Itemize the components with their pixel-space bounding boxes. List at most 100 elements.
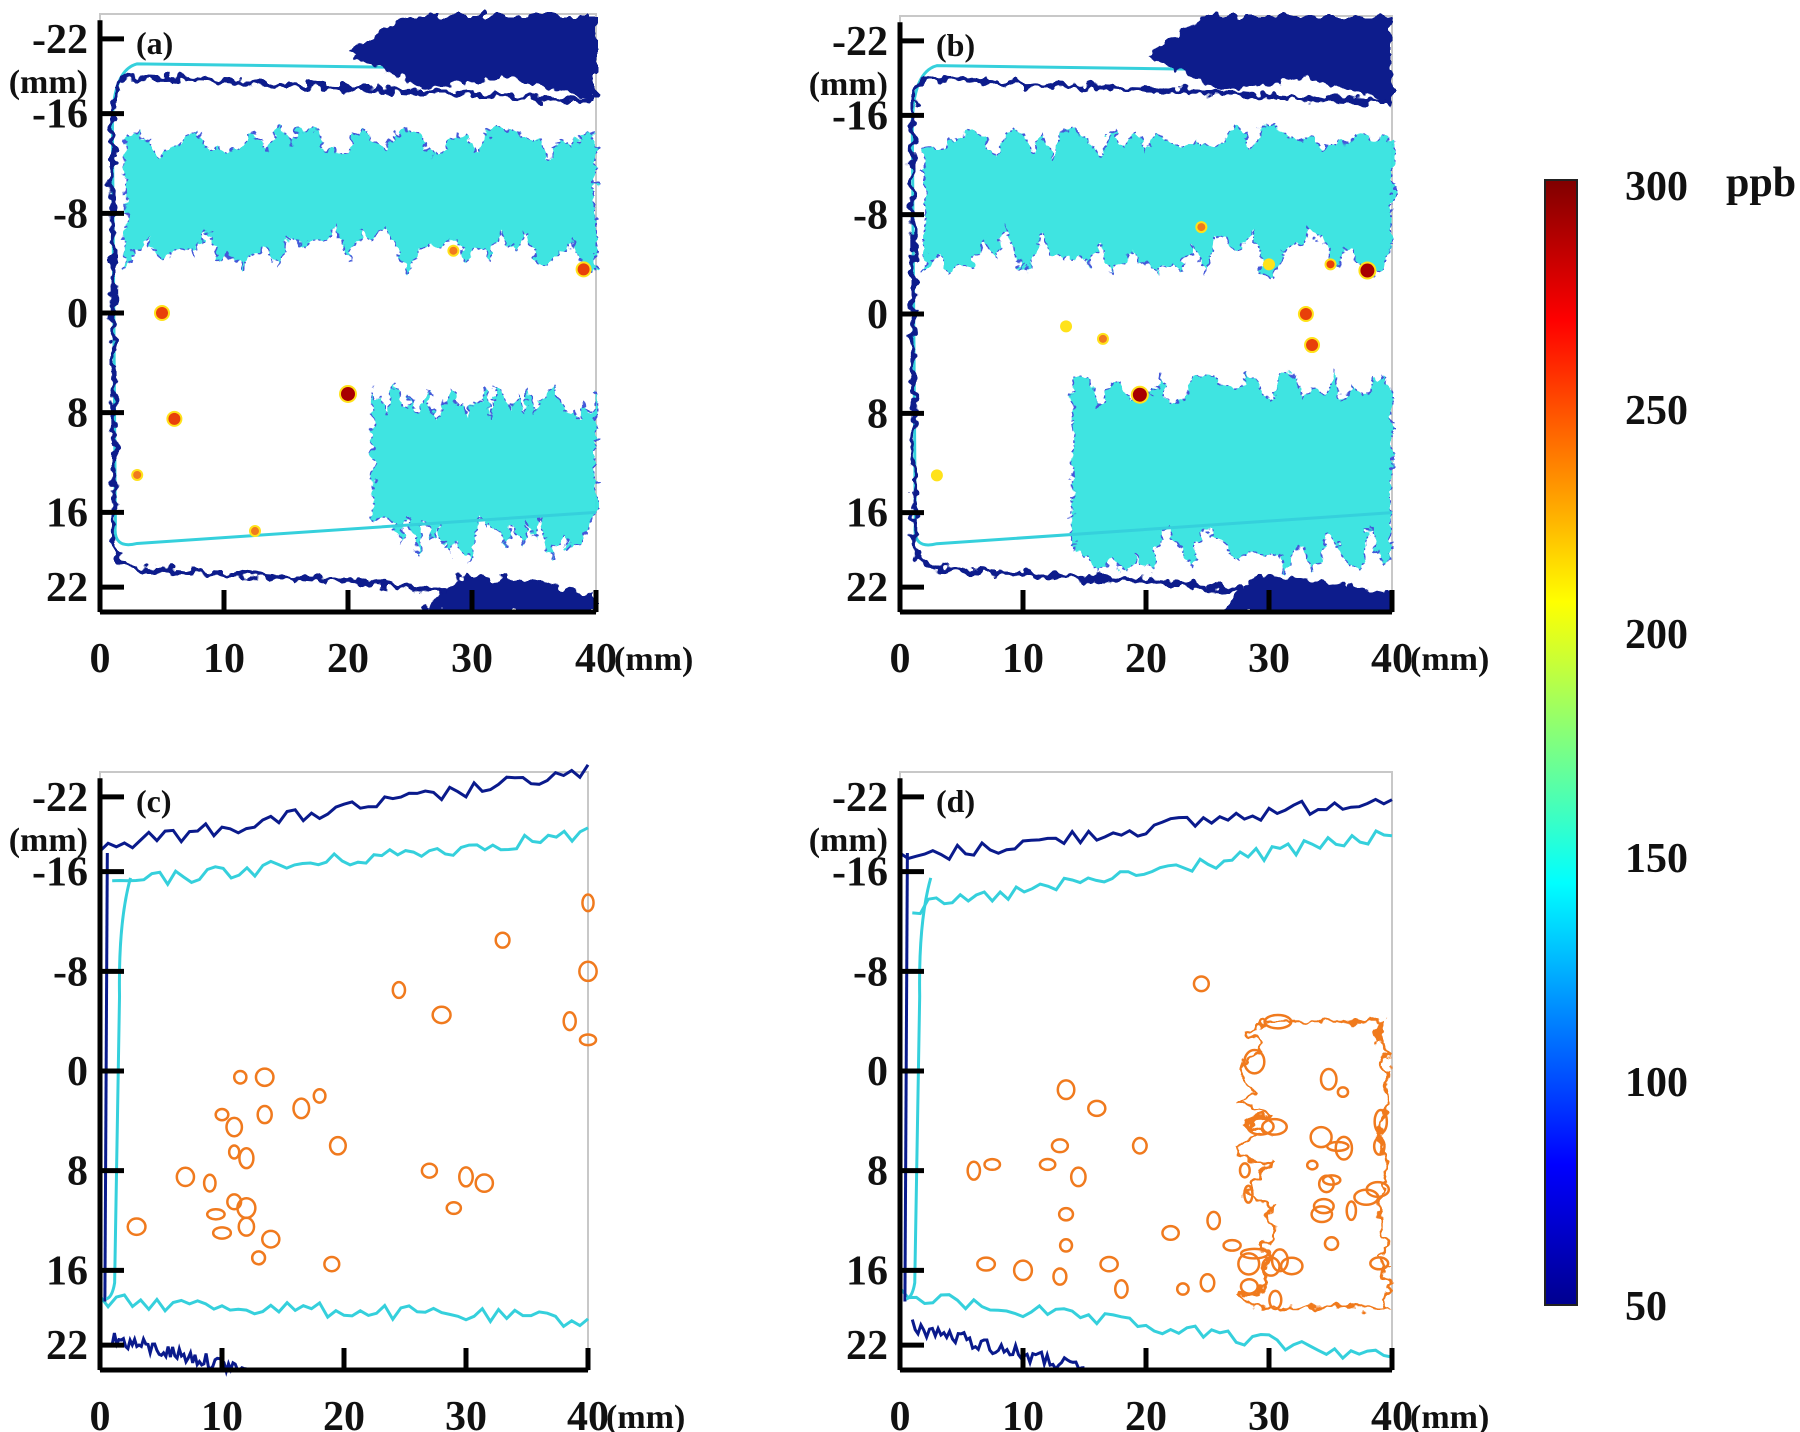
hotspot — [168, 412, 181, 425]
hotspot-contour — [323, 1255, 341, 1273]
hotspot — [577, 263, 590, 276]
hotspot-contour — [976, 1256, 997, 1272]
y-tick-label: -16 — [832, 850, 888, 896]
y-tick-label: 22 — [846, 1323, 888, 1369]
hotspot-contour — [1012, 1259, 1034, 1282]
hotspot-contour — [578, 960, 598, 983]
hotspot-contour — [420, 1162, 439, 1179]
colorbar-gradient — [1544, 179, 1578, 1306]
x-tick-label: 30 — [1248, 1394, 1290, 1432]
hotspot-contour — [1050, 1138, 1070, 1154]
y-axis-unit: (mm) — [809, 822, 888, 859]
x-tick-label: 30 — [1248, 636, 1290, 682]
hot-contour-loop — [1270, 1248, 1289, 1273]
x-tick-label: 40 — [1371, 1394, 1413, 1432]
hotspot-contour — [261, 1229, 281, 1249]
x-tick-label: 40 — [575, 636, 617, 682]
hotspot-contour — [474, 1173, 495, 1194]
y-tick-label: -22 — [832, 19, 888, 65]
hotspot-contour — [328, 1135, 347, 1156]
x-tick-label: 20 — [1125, 1394, 1167, 1432]
hotspot — [1197, 223, 1206, 232]
y-tick-label: 8 — [67, 391, 88, 437]
hotspot-contour — [983, 1157, 1002, 1172]
hotspot-contour — [562, 1011, 577, 1032]
y-tick-label: 16 — [846, 491, 888, 537]
hotspot — [1326, 260, 1335, 269]
hotspot-contour — [254, 1067, 275, 1088]
hotspot-contour — [1038, 1157, 1057, 1172]
hotspot-contour — [312, 1087, 327, 1104]
contour-edge-line — [903, 852, 909, 1302]
concentration-band-lower — [1071, 370, 1393, 577]
hot-contour-loop — [1323, 1236, 1340, 1252]
x-tick-label: 0 — [90, 1394, 111, 1432]
y-tick-label: 16 — [846, 1248, 888, 1294]
hotspot-contour — [227, 1144, 241, 1160]
hotspot — [1360, 263, 1375, 278]
hotspot — [1132, 387, 1147, 402]
hotspot-contour — [1099, 1255, 1119, 1273]
boundary-line — [109, 73, 597, 609]
y-tick-label: 8 — [67, 1149, 88, 1195]
panel-label: (d) — [936, 783, 975, 819]
plot-area — [899, 771, 1393, 1371]
hotspot-contour — [578, 1033, 598, 1047]
plot-content — [909, 16, 1393, 612]
x-tick-label: 0 — [890, 636, 911, 682]
hot-contour-loop — [1312, 1197, 1335, 1215]
hot-contour-loop — [1279, 1256, 1304, 1276]
hot-contour-loop — [1238, 1162, 1251, 1179]
x-tick-label: 20 — [327, 636, 369, 682]
x-axis-unit: (mm) — [614, 641, 693, 678]
plot-content — [98, 763, 598, 1377]
x-tick-label: 10 — [201, 1394, 243, 1432]
hotspot — [251, 527, 259, 536]
hot-contour-loop — [1321, 1174, 1342, 1186]
contour-line-upper — [899, 797, 1393, 862]
hot-contour-loop — [1345, 1200, 1358, 1222]
hotspot-contour — [205, 1207, 226, 1221]
y-tick-label: 22 — [46, 565, 88, 611]
x-tick-label: 0 — [890, 1394, 911, 1432]
y-tick-label: 16 — [46, 1248, 88, 1294]
hot-contour-loop — [1372, 1136, 1386, 1156]
x-tick-label: 40 — [1371, 636, 1413, 682]
boundary-line — [909, 75, 1393, 609]
plot-content — [109, 14, 597, 612]
hotspot-contour — [1058, 1238, 1074, 1253]
panel-label: (a) — [136, 25, 173, 61]
hotspot-contour — [391, 980, 407, 1000]
y-tick-label: -8 — [853, 949, 888, 995]
contour-edge-line — [105, 877, 132, 1301]
hotspot — [932, 471, 941, 480]
hotspot — [1098, 334, 1107, 343]
boundary-blob — [348, 14, 596, 102]
plot-area — [99, 771, 589, 1371]
panel-label: (c) — [136, 783, 172, 819]
y-tick-label: 0 — [67, 1049, 88, 1095]
colorbar-tick-label: 150 — [1625, 836, 1688, 882]
y-tick-label: -8 — [853, 193, 888, 239]
y-tick-label: 22 — [846, 565, 888, 611]
hotspot-contour — [581, 893, 595, 913]
y-tick-label: -16 — [32, 850, 88, 896]
hot-contour-loop — [1243, 1184, 1254, 1204]
x-tick-label: 30 — [445, 1394, 487, 1432]
hotspot-contour — [1069, 1166, 1087, 1188]
y-tick-label: -8 — [53, 191, 88, 237]
x-axis-unit: (mm) — [1410, 1399, 1489, 1432]
hotspot-contour — [1199, 1272, 1216, 1293]
y-tick-label: 8 — [867, 1149, 888, 1195]
hotspot-contour — [458, 1166, 474, 1188]
y-tick-label: 16 — [46, 490, 88, 536]
y-tick-label: 0 — [867, 292, 888, 338]
hot-contour-loop — [1246, 1117, 1275, 1136]
hotspot-contour — [1052, 1267, 1068, 1286]
hot-contour-loop — [1310, 1205, 1334, 1224]
x-tick-label: 40 — [567, 1394, 609, 1432]
y-tick-label: -16 — [32, 92, 88, 138]
